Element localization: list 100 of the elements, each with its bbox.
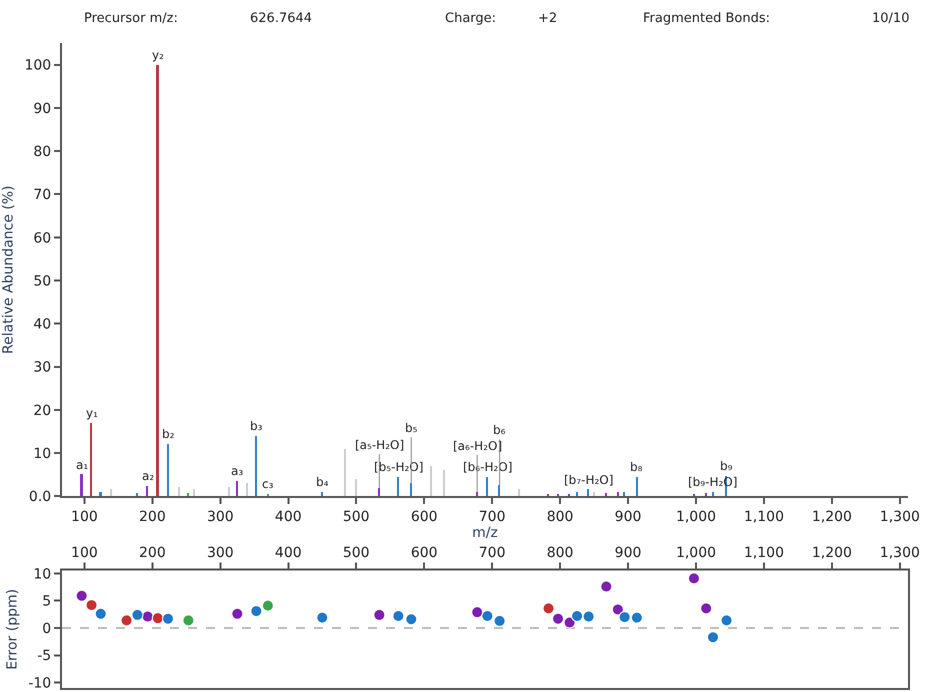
bar — [712, 492, 714, 496]
bar — [80, 474, 83, 496]
annotation: a₁ — [76, 458, 88, 472]
x-tick-label: 1,000 — [676, 545, 716, 562]
x-tick-label: 200 — [139, 545, 166, 562]
y-tick-label: 50 — [33, 273, 52, 290]
bar — [90, 423, 92, 496]
bar — [430, 466, 432, 496]
annotation: a₃ — [231, 464, 244, 478]
y-tick-label: 60 — [33, 230, 52, 246]
x-tick-label: 900 — [614, 508, 642, 525]
y-axis-title: Error (ppm) — [4, 588, 20, 670]
point — [612, 603, 624, 616]
x-tick-label: 700 — [478, 508, 506, 525]
point — [700, 602, 712, 614]
annotation: b₅ — [405, 421, 418, 435]
point — [131, 608, 144, 621]
point — [120, 614, 133, 626]
y-tick-label: -10 — [28, 675, 52, 692]
bar — [410, 483, 412, 496]
point — [688, 572, 700, 584]
x-tick-label: 400 — [274, 545, 302, 562]
y-tick-label: 0.0 — [28, 489, 52, 506]
x-tick-label: 500 — [342, 508, 370, 525]
point — [552, 612, 564, 625]
bar — [228, 487, 230, 496]
point — [706, 631, 719, 644]
bar — [344, 449, 346, 496]
bar — [156, 65, 159, 496]
annotation: b₆ — [493, 423, 506, 437]
bar — [636, 477, 638, 496]
annotation: y₁ — [86, 406, 98, 420]
point — [481, 610, 494, 622]
bar — [236, 481, 238, 496]
y-tick-label: 10 — [33, 446, 52, 462]
bar — [498, 485, 500, 496]
point — [720, 614, 733, 626]
annotation: y₂ — [152, 48, 164, 62]
point — [564, 616, 576, 629]
bar — [705, 493, 707, 496]
y-tick-label: 80 — [33, 144, 52, 160]
x-tick-label: 500 — [342, 545, 370, 562]
point — [231, 608, 244, 620]
annotation: [b₅-H₂O] — [374, 460, 424, 474]
bar — [321, 492, 323, 496]
annotation: b₂ — [162, 427, 175, 441]
bar — [178, 487, 180, 496]
x-tick-label: 200 — [139, 508, 166, 525]
bar — [255, 436, 257, 496]
y-tick-label: 30 — [33, 360, 52, 376]
point — [152, 612, 164, 624]
point — [94, 608, 107, 620]
x-tick-label: 1,300 — [880, 508, 920, 525]
y-tick-label: 100 — [24, 58, 52, 74]
point — [76, 590, 88, 602]
x-tick-label: 600 — [410, 508, 438, 525]
y-tick-label: 10 — [33, 566, 52, 582]
bar — [193, 489, 195, 496]
x-tick-label: 600 — [410, 545, 438, 562]
x-tick-label: 300 — [206, 508, 234, 525]
y-tick-label: 90 — [33, 100, 52, 117]
y-tick-label: 20 — [33, 402, 52, 419]
bar — [476, 492, 478, 496]
annotation: [a₅-H₂O] — [355, 438, 404, 452]
x-tick-label: 1,300 — [880, 545, 920, 562]
x-tick-label: 900 — [614, 545, 642, 562]
bar — [593, 492, 595, 496]
bar — [617, 492, 619, 496]
point — [405, 613, 418, 626]
point — [494, 614, 506, 627]
x-tick-label: 800 — [546, 508, 574, 525]
bar — [397, 477, 399, 496]
x-tick-label: 1,000 — [676, 508, 716, 525]
bar — [146, 486, 148, 496]
point — [316, 612, 328, 624]
bar — [136, 493, 138, 496]
x-tick-label: 800 — [546, 545, 574, 562]
bar — [623, 492, 625, 496]
x-tick-label: 1,200 — [812, 508, 852, 525]
bar — [443, 470, 445, 496]
point — [571, 610, 584, 622]
point — [630, 612, 643, 624]
bar — [587, 489, 589, 496]
bar — [99, 492, 102, 496]
point — [182, 614, 194, 626]
point — [392, 610, 404, 622]
bar — [355, 479, 357, 496]
point — [600, 580, 612, 593]
point — [542, 602, 555, 614]
annotation: a₂ — [142, 469, 154, 483]
bar — [246, 483, 248, 496]
x-axis-title: m/z — [472, 524, 498, 541]
x-tick-label: 1,200 — [812, 545, 852, 562]
annotation: b₄ — [316, 475, 329, 489]
annotation: [b₆-H₂O] — [463, 460, 512, 474]
x-tick-label: 400 — [274, 508, 302, 525]
text: 626.7644 — [250, 11, 312, 26]
y-axis-title: Relative Abundance (%) — [0, 185, 17, 354]
bar — [486, 477, 488, 496]
annotation: c₃ — [262, 477, 274, 491]
